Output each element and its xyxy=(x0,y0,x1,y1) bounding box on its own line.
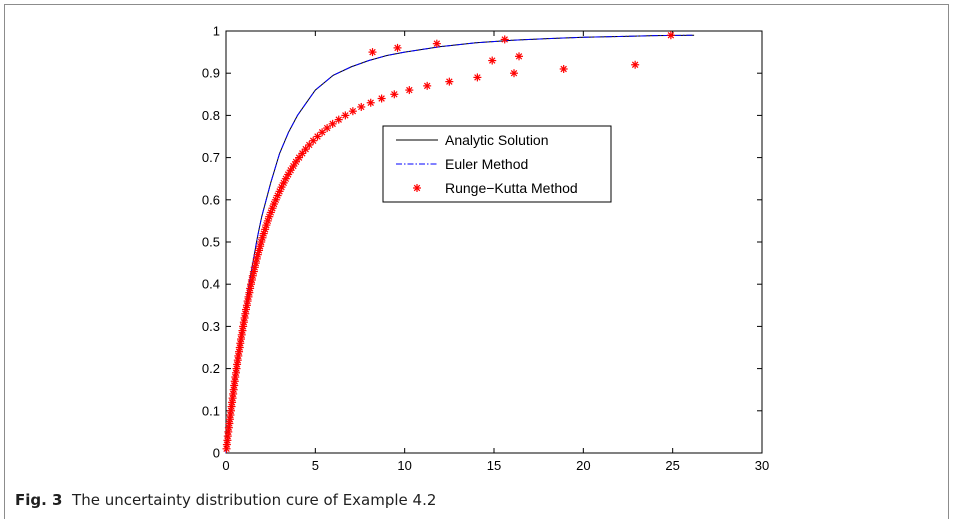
rk-marker xyxy=(242,301,251,310)
y-tick-label: 0 xyxy=(213,446,220,461)
rk-marker xyxy=(405,86,414,95)
y-tick-label: 0.3 xyxy=(202,319,220,334)
rk-marker xyxy=(268,204,277,213)
y-tick-label: 0.6 xyxy=(202,192,220,207)
legend-label: Runge−Kutta Method xyxy=(445,180,578,196)
y-tick-label: 0.5 xyxy=(202,235,220,250)
legend-label: Euler Method xyxy=(445,156,528,172)
rk-marker xyxy=(368,48,377,57)
rk-marker xyxy=(666,31,675,40)
rk-marker xyxy=(390,90,399,99)
figure-frame xyxy=(4,4,949,519)
rk-marker xyxy=(292,157,301,166)
rk-marker xyxy=(323,124,332,133)
plot-area xyxy=(225,30,763,454)
rk-marker xyxy=(377,94,386,103)
caption-text: The uncertainty distribution cure of Exa… xyxy=(72,491,437,509)
rk-marker xyxy=(234,351,243,360)
rk-marker xyxy=(357,102,366,111)
rk-marker xyxy=(488,56,497,65)
rk-marker xyxy=(284,170,293,179)
legend: Analytic Solution Euler Method Runge−Kutta… xyxy=(382,125,612,203)
y-tick-label: 0.2 xyxy=(202,361,220,376)
rk-marker xyxy=(341,111,350,120)
x-tick-label: 5 xyxy=(312,458,319,473)
legend-swatch xyxy=(413,184,421,192)
rk-marker xyxy=(393,43,402,52)
rk-marker xyxy=(432,39,441,48)
x-tick-label: 25 xyxy=(665,458,679,473)
figure-caption: Fig. 3 The uncertainty distribution cure… xyxy=(15,491,436,509)
rk-marker xyxy=(500,35,509,44)
rk-marker xyxy=(445,77,454,86)
rk-marker xyxy=(515,52,524,61)
rk-marker xyxy=(510,69,519,78)
y-tick-label: 0.4 xyxy=(202,277,220,292)
x-tick-label: 0 xyxy=(222,458,229,473)
y-tick-label: 0.1 xyxy=(202,403,220,418)
rk-marker xyxy=(334,115,343,124)
x-tick-label: 10 xyxy=(397,458,411,473)
rk-marker xyxy=(328,119,337,128)
x-tick-label: 30 xyxy=(755,458,769,473)
axes-box xyxy=(225,30,763,454)
rk-marker xyxy=(289,162,298,171)
rk-marker xyxy=(631,60,640,69)
rk-marker xyxy=(295,153,304,162)
x-tick-label: 15 xyxy=(487,458,501,473)
rk-marker xyxy=(348,107,357,116)
y-tick-label: 0.7 xyxy=(202,150,220,165)
y-tick-label: 0.9 xyxy=(202,66,220,81)
rk-marker xyxy=(366,98,375,107)
legend-label: Analytic Solution xyxy=(445,132,549,148)
series-layer xyxy=(222,31,695,454)
x-tick-label: 20 xyxy=(576,458,590,473)
y-tick-label: 1 xyxy=(213,24,220,39)
chart: 0 5 10 15 20 25 30 0 0.1 0.2 0.3 0.4 0.5 0.6 0.7 0.8 0.9… xyxy=(202,24,769,474)
rk-marker xyxy=(309,136,318,145)
tick-labels: 0 5 10 15 20 25 30 0 0.1 0.2 0.3 0.4 0.5 0.6 0.7 0.8 0.9… xyxy=(202,24,769,474)
rk-marker xyxy=(559,64,568,73)
rk-marker xyxy=(286,166,295,175)
rk-marker xyxy=(473,73,482,82)
rk-marker xyxy=(423,81,432,90)
caption-label: Fig. 3 xyxy=(15,491,63,509)
y-tick-label: 0.8 xyxy=(202,108,220,123)
